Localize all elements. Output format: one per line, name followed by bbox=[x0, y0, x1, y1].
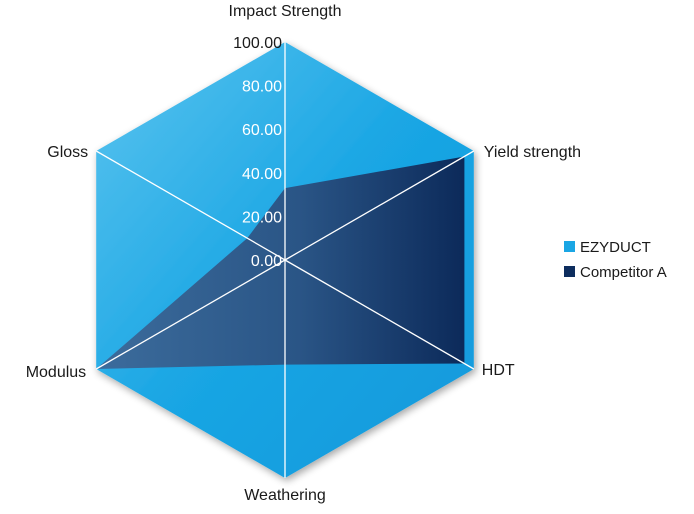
tick-label: 80.00 bbox=[242, 79, 282, 96]
axis-label-yield-strength: Yield strength bbox=[484, 144, 581, 161]
legend-swatch bbox=[564, 241, 575, 252]
legend-entry-label: EZYDUCT bbox=[580, 239, 651, 256]
axis-label-weathering: Weathering bbox=[244, 487, 326, 504]
tick-label: 40.00 bbox=[242, 166, 282, 183]
axis-label-impact-strength: Impact Strength bbox=[229, 3, 342, 20]
axis-line-gloss bbox=[95, 150, 286, 261]
axis-label-gloss: Gloss bbox=[47, 144, 88, 161]
tick-label: 0.00 bbox=[251, 253, 282, 270]
tick-layer: 0.00 20.00 40.00 60.00 80.00 100.00 bbox=[233, 35, 282, 270]
legend-swatch bbox=[564, 266, 575, 277]
tick-label: 100.00 bbox=[233, 35, 282, 52]
axis-layer bbox=[95, 42, 475, 478]
tick-label: 60.00 bbox=[242, 122, 282, 139]
axis-label-modulus: Modulus bbox=[26, 364, 86, 381]
legend-entry-label: Competitor A bbox=[580, 264, 667, 281]
legend: EZYDUCT Competitor A bbox=[564, 239, 667, 281]
tick-label: 20.00 bbox=[242, 209, 282, 226]
axis-line-yield-strength bbox=[284, 150, 475, 261]
label-layer: Impact Strength Yield strength HDT Weatheri… bbox=[26, 3, 581, 504]
axis-line-modulus bbox=[95, 259, 286, 370]
axis-label-hdt: HDT bbox=[482, 362, 515, 379]
axis-line-hdt bbox=[284, 259, 475, 370]
